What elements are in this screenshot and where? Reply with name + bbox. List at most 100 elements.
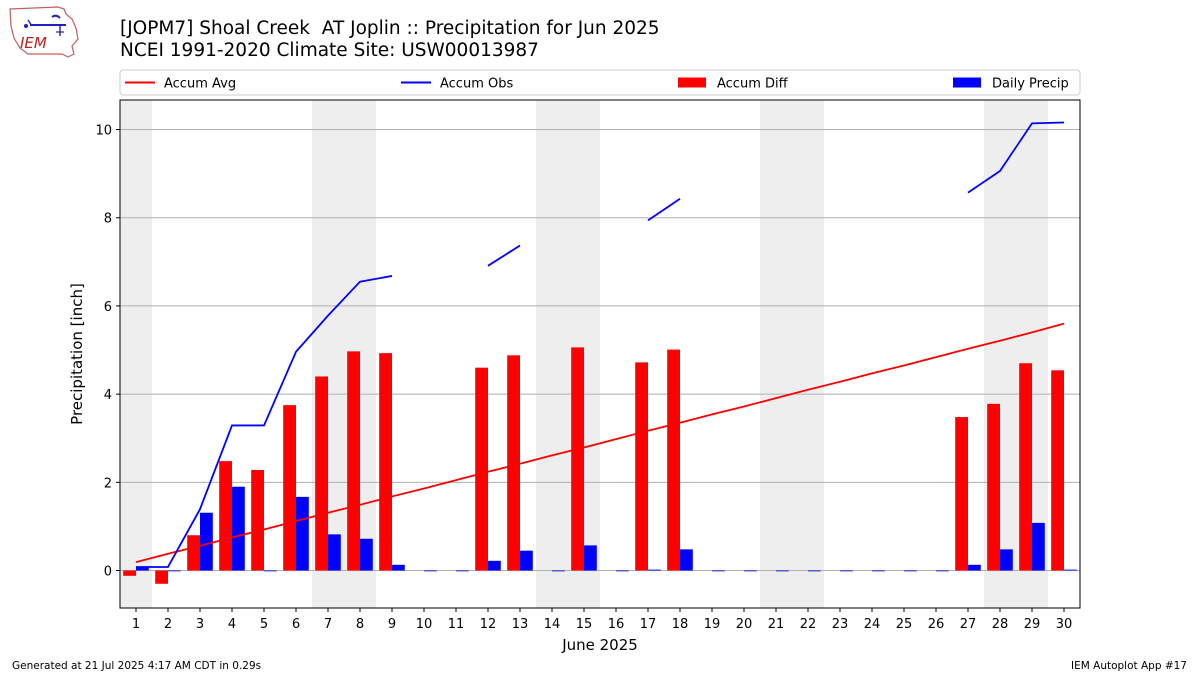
accum-diff-bar — [379, 353, 392, 571]
daily-precip-bar — [776, 570, 789, 572]
daily-precip-bar — [488, 560, 501, 571]
x-tick-label: 27 — [960, 617, 977, 632]
daily-precip-bar — [872, 570, 885, 572]
daily-precip-bar — [712, 570, 725, 572]
x-tick-label: 3 — [196, 617, 204, 632]
accum-obs-line — [136, 275, 393, 568]
accum-avg-line — [135, 322, 1065, 564]
x-tick-label: 2 — [164, 617, 172, 632]
accum-diff-bar — [987, 403, 1000, 571]
daily-precip-bar — [360, 538, 373, 571]
footer-generated: Generated at 21 Jul 2025 4:17 AM CDT in … — [12, 660, 262, 672]
daily-precip-bar — [808, 570, 821, 572]
x-tick-label: 10 — [416, 617, 433, 632]
daily-precip-bar — [1000, 549, 1013, 571]
x-tick-label: 7 — [324, 617, 332, 632]
x-tick-label: 30 — [1056, 617, 1073, 632]
footer-app: IEM Autoplot App #17 — [1071, 660, 1187, 672]
accum-diff-bar — [283, 405, 296, 571]
accum-diff-bar — [315, 376, 328, 571]
y-tick-label: 8 — [104, 212, 112, 227]
x-tick-label: 22 — [800, 617, 817, 632]
legend: Accum Avg Accum Obs Accum Diff Daily Precip — [119, 69, 1081, 96]
legend-label: Accum Avg — [164, 77, 236, 92]
accum-obs-line — [647, 198, 681, 222]
shade-day-21 — [760, 100, 792, 608]
daily-precip-bar — [232, 486, 245, 571]
x-tick-label: 17 — [640, 617, 657, 632]
iem-logo: IEM — [6, 4, 82, 62]
legend-label: Daily Precip — [992, 77, 1069, 92]
x-tick-label: 8 — [356, 617, 364, 632]
daily-precip-bar — [168, 570, 181, 572]
x-tick-label: 11 — [448, 617, 465, 632]
x-tick-label: 12 — [480, 617, 497, 632]
accum-diff-bar — [1019, 363, 1032, 571]
accum-diff-bar — [187, 535, 200, 571]
accum-obs-line — [967, 121, 1065, 194]
x-tick-label: 5 — [260, 617, 268, 632]
daily-precip-bar — [584, 545, 597, 571]
bars — [123, 347, 1077, 584]
x-tick-label: 4 — [228, 617, 236, 632]
accum-diff-bar — [219, 461, 232, 571]
x-tick-label: 15 — [576, 617, 593, 632]
svg-text:IEM: IEM — [20, 34, 47, 52]
legend-box — [119, 69, 1081, 96]
daily-precip-bar — [264, 570, 277, 572]
x-tick-label: 24 — [864, 617, 881, 632]
x-tick-label: 25 — [896, 617, 913, 632]
daily-precip-bar — [904, 570, 917, 572]
y-tick-label: 10 — [95, 124, 112, 139]
daily-precip-bar — [200, 512, 213, 571]
accum-diff-bar — [155, 570, 168, 584]
daily-precip-bar — [936, 570, 949, 572]
daily-precip-bar — [136, 566, 149, 571]
daily-precip-bar — [840, 570, 853, 572]
x-tick-label: 9 — [388, 617, 396, 632]
y-axis-label: Precipitation [inch] — [68, 283, 86, 425]
x-tick-label: 18 — [672, 617, 689, 632]
accum-diff-bar — [1051, 370, 1064, 571]
daily-precip-bar — [456, 570, 469, 572]
x-tick-label: 6 — [292, 617, 300, 632]
daily-precip-bar — [392, 564, 405, 571]
y-tick-label: 6 — [104, 300, 112, 315]
daily-precip-bar — [968, 564, 981, 571]
accum-diff-bar — [507, 355, 520, 571]
shade-day-1 — [120, 100, 152, 608]
chart-title: [JOPM7] Shoal Creek AT Joplin :: Precipi… — [120, 18, 660, 39]
accum-diff-bar — [475, 367, 488, 571]
daily-precip-bar — [1032, 522, 1045, 571]
x-tick-label: 29 — [1024, 617, 1041, 632]
x-tick-label: 16 — [608, 617, 625, 632]
y-tick-label: 4 — [104, 388, 112, 403]
accum-obs-line — [487, 244, 521, 267]
daily-precip-bar — [552, 570, 565, 572]
accum-diff-bar — [571, 347, 584, 571]
x-tick-label: 19 — [704, 617, 721, 632]
legend-label: Accum Diff — [717, 77, 789, 92]
x-axis-label: June 2025 — [561, 636, 638, 654]
x-tick-label: 21 — [768, 617, 785, 632]
daily-precip-bar — [520, 550, 533, 571]
accum-diff-bar — [251, 469, 264, 571]
legend-swatch-bar — [678, 77, 706, 88]
x-tick-label: 28 — [992, 617, 1009, 632]
accum-diff-bar — [667, 349, 680, 571]
axes-frame — [119, 99, 1081, 609]
legend-label: Accum Obs — [440, 77, 513, 92]
daily-precip-bar — [648, 569, 661, 571]
shade-day-22 — [792, 100, 824, 608]
x-tick-label: 1 — [132, 617, 140, 632]
x-tick-label: 23 — [832, 617, 849, 632]
x-axis-ticks: 1 2 3 4 5 6 7 8 9 10 11 12 13 14 15 16 17 18 19 20 21 22 23 24 2… — [132, 608, 1072, 632]
daily-precip-bar — [1064, 569, 1077, 571]
gridlines — [120, 129, 1080, 572]
chart-subtitle: NCEI 1991-2020 Climate Site: USW00013987 — [120, 40, 539, 61]
daily-precip-bar — [744, 570, 757, 572]
y-tick-label: 2 — [104, 476, 112, 491]
series-lines — [135, 121, 1065, 568]
